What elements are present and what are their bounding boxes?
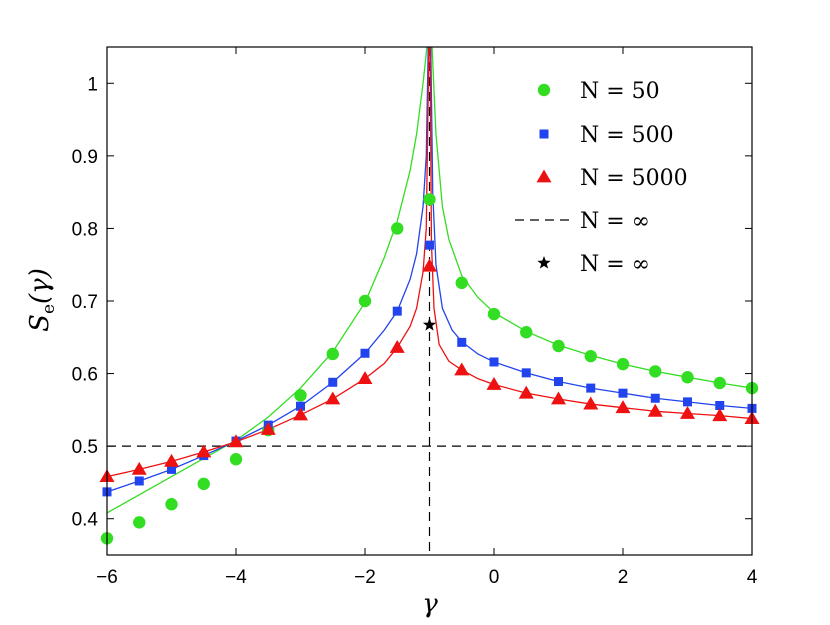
data-point-series-1-2	[167, 464, 176, 474]
data-point-series-0-17	[649, 365, 662, 378]
data-point-series-1-8	[360, 348, 370, 358]
data-point-series-0-14	[552, 339, 565, 353]
legend-label-4: N = ∞	[580, 252, 650, 277]
data-point-series-1-1	[134, 476, 144, 486]
data-point-series-1-19	[715, 401, 725, 411]
y-axis-label-sub: e	[39, 304, 59, 314]
data-point-series-0-12	[487, 307, 501, 321]
legend-symbol-2	[536, 169, 552, 183]
data-point-series-0-7	[326, 347, 339, 361]
data-point-series-2-14	[551, 391, 566, 405]
data-point-series-1-16	[618, 388, 628, 398]
legend: N = 50 N = 500 N = 5000 N = ∞ N = ∞	[515, 79, 688, 277]
data-point-series-2-18	[680, 405, 695, 419]
data-point-series-0-8	[358, 294, 372, 308]
data-point-series-2-12	[486, 376, 502, 390]
data-point-series-0-11	[455, 276, 468, 290]
data-point-series-2-7	[325, 391, 341, 405]
data-point-series-2-2	[164, 453, 179, 467]
x-tick-label: 4	[747, 567, 758, 588]
data-point-series-0-6	[294, 389, 307, 402]
data-point-series-1-13	[521, 368, 531, 378]
data-point-series-1-6	[296, 401, 305, 411]
fit-curve-series-1	[107, 47, 752, 493]
data-point-series-1-14	[554, 377, 563, 387]
data-point-series-1-18	[683, 397, 692, 407]
legend-label-3: N = ∞	[580, 209, 650, 234]
data-point-series-2-9	[389, 339, 405, 353]
data-point-series-1-10	[425, 240, 434, 250]
y-axis-label-main: S	[25, 314, 55, 332]
legend-label-0: N = 50	[580, 79, 660, 104]
legend-label-1: N = 500	[580, 123, 674, 148]
data-point-series-0-4	[229, 453, 243, 466]
y-axis-label: Se(γ)	[25, 268, 59, 332]
x-axis-label: γ	[422, 589, 438, 619]
y-tick-label: 0.5	[72, 437, 98, 458]
data-point-series-0-19	[713, 376, 726, 390]
data-point-series-2-3	[196, 444, 212, 458]
data-markers	[99, 193, 760, 545]
data-point-series-2-5	[260, 421, 276, 435]
axis-ticks: −6 −4 −2 0 2 4 0.4 0.5 0.6 0.7 0.8 0.9 1	[72, 47, 758, 588]
x-tick-label: −6	[96, 567, 118, 588]
y-tick-label: 0.9	[72, 147, 98, 168]
x-tick-label: −4	[225, 567, 247, 588]
data-point-series-2-17	[647, 403, 663, 417]
x-tick-label: 2	[618, 567, 629, 588]
y-tick-label: 0.7	[72, 292, 98, 313]
data-point-series-0-9	[391, 222, 404, 235]
legend-symbol-1	[539, 129, 549, 139]
data-point-series-2-6	[293, 407, 308, 421]
legend-symbol-0	[537, 83, 551, 97]
data-point-series-2-1	[131, 461, 147, 475]
y-tick-label: 0.4	[72, 510, 99, 531]
data-point-series-1-9	[392, 306, 402, 316]
data-point-series-2-15	[583, 396, 599, 410]
data-point-series-2-8	[357, 371, 373, 385]
y-axis-label-arg: (γ)	[25, 268, 55, 304]
legend-symbol-4	[537, 256, 551, 269]
x-tick-label: 0	[489, 567, 500, 588]
data-point-series-1-17	[650, 393, 660, 403]
data-point-series-1-12	[489, 357, 499, 367]
data-point-series-0-18	[681, 371, 694, 384]
y-tick-label: 0.8	[72, 219, 98, 240]
data-point-series-0-1	[133, 516, 146, 529]
y-tick-label: 1	[87, 74, 98, 95]
data-point-series-1-15	[586, 383, 596, 393]
data-point-series-0-10	[423, 193, 436, 206]
data-point-series-4-0	[422, 317, 437, 331]
data-point-series-0-16	[616, 357, 630, 371]
data-point-series-0-2	[165, 498, 178, 511]
x-tick-label: −2	[354, 567, 376, 588]
reference-lines	[107, 47, 752, 555]
data-point-series-2-10	[422, 258, 437, 272]
data-point-series-1-7	[328, 377, 338, 387]
data-point-series-0-13	[520, 326, 533, 339]
data-point-series-2-4	[228, 434, 244, 448]
data-point-series-0-15	[584, 349, 597, 363]
data-point-series-2-16	[615, 400, 631, 414]
data-point-series-0-3	[197, 477, 210, 491]
legend-label-2: N = 5000	[580, 166, 688, 191]
data-point-series-2-13	[518, 385, 534, 399]
data-point-series-1-11	[457, 337, 467, 347]
data-point-series-2-19	[712, 408, 728, 422]
y-tick-label: 0.6	[72, 365, 98, 386]
fit-curve-series-2	[107, 47, 752, 478]
data-point-series-2-11	[454, 362, 470, 376]
